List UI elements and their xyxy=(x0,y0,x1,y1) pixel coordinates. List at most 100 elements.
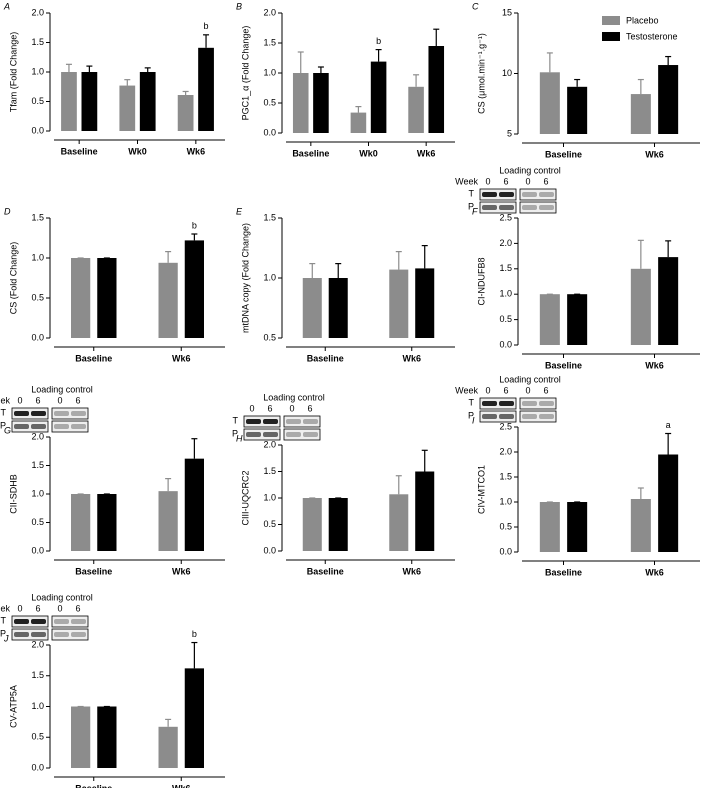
blot-row-label: T xyxy=(1,407,7,417)
x-tick-label: Baseline xyxy=(61,146,98,156)
legend-swatch xyxy=(602,32,620,41)
blot-box xyxy=(51,420,89,433)
y-tick-label: 0.5 xyxy=(499,521,512,531)
x-tick-label: Wk6 xyxy=(645,567,664,577)
x-tick-label: Wk6 xyxy=(645,149,664,159)
x-tick-label: Wk6 xyxy=(172,566,191,576)
blot-header: Loading control xyxy=(499,165,561,175)
y-tick-label: 1.0 xyxy=(263,492,276,502)
bar xyxy=(415,268,435,338)
blot-band xyxy=(71,411,86,416)
blot-band xyxy=(71,619,86,624)
y-axis-label: Tfam (Fold Change) xyxy=(8,32,18,113)
y-tick-label: 1.5 xyxy=(31,460,44,470)
bar xyxy=(567,294,588,345)
y-tick-label: 1.0 xyxy=(499,289,512,299)
panel-letter: H xyxy=(236,433,243,443)
blot-band xyxy=(71,632,86,637)
x-tick-label: Wk6 xyxy=(645,360,664,370)
x-tick-label: Wk6 xyxy=(417,148,436,158)
bar xyxy=(292,73,309,133)
y-tick-label: 0.5 xyxy=(31,732,44,742)
x-tick-label: Wk6 xyxy=(187,146,206,156)
y-axis-label: CI-NDUFB8 xyxy=(476,257,486,305)
bar xyxy=(184,668,204,768)
blot-header: Loading control xyxy=(31,592,93,602)
blot-box xyxy=(11,628,49,641)
y-axis-label: PGC1_α (Fold Change) xyxy=(240,26,250,121)
annotation: a xyxy=(666,420,671,430)
panel-letter: D xyxy=(4,206,11,216)
y-tick-label: 0.0 xyxy=(31,762,44,772)
bar xyxy=(389,494,409,551)
bar xyxy=(302,498,322,551)
blot-week-label: Week xyxy=(455,176,478,186)
y-axis-label: mtDNA copy (Fold Change) xyxy=(240,223,250,333)
bar xyxy=(97,258,117,338)
y-tick-label: 0.0 xyxy=(263,545,276,555)
blot-band xyxy=(14,424,29,429)
bar xyxy=(630,94,651,134)
blot-band xyxy=(14,619,29,624)
y-tick-label: 0.5 xyxy=(31,292,44,302)
blot-box xyxy=(519,201,557,214)
y-tick-label: 0.5 xyxy=(263,332,276,342)
bar xyxy=(97,706,117,768)
bar xyxy=(97,494,117,551)
bar xyxy=(428,46,445,133)
blot-band xyxy=(31,619,46,624)
blot-box xyxy=(519,397,557,410)
bar xyxy=(630,499,651,552)
y-tick-label: 1.0 xyxy=(31,488,44,498)
y-tick-label: 0.5 xyxy=(263,519,276,529)
bar xyxy=(184,458,204,551)
x-tick-label: Baseline xyxy=(545,149,582,159)
blot-band xyxy=(263,419,278,424)
y-tick-label: 5 xyxy=(507,128,512,138)
blot-band xyxy=(54,632,69,637)
panel-letter: I xyxy=(472,415,475,425)
annotation: b xyxy=(204,21,209,31)
y-tick-label: 1.5 xyxy=(263,37,276,47)
y-axis-label: CII-SDHB xyxy=(8,474,18,514)
bar xyxy=(158,726,178,768)
y-tick-label: 1.0 xyxy=(499,496,512,506)
legend-label: Testosterone xyxy=(626,31,678,41)
blot-band xyxy=(303,419,318,424)
blot-band xyxy=(482,192,497,197)
blot-row-label: T xyxy=(469,188,475,198)
blot-week: 6 xyxy=(75,603,80,613)
blot-week: 0 xyxy=(485,176,490,186)
bar xyxy=(313,73,329,133)
blot-week: 6 xyxy=(503,176,508,186)
blot-band xyxy=(499,205,514,210)
blot-band xyxy=(71,424,86,429)
y-tick-label: 2.0 xyxy=(31,7,44,17)
y-tick-label: 0.5 xyxy=(263,97,276,107)
blot-band xyxy=(499,192,514,197)
panel-letter: G xyxy=(4,425,11,435)
blot-week-label: Week xyxy=(455,385,478,395)
y-tick-label: 0.0 xyxy=(263,127,276,137)
bar xyxy=(350,112,367,133)
y-tick-label: 1.0 xyxy=(31,66,44,76)
y-tick-label: 1.0 xyxy=(31,252,44,262)
blot-band xyxy=(54,424,69,429)
blot-box xyxy=(11,407,49,420)
annotation: b xyxy=(192,220,197,230)
bar xyxy=(71,706,91,768)
blot-band xyxy=(286,432,301,437)
blot-box xyxy=(519,188,557,201)
x-tick-label: Baseline xyxy=(75,353,112,363)
y-tick-label: 2.0 xyxy=(263,439,276,449)
x-tick-label: Baseline xyxy=(545,360,582,370)
y-tick-label: 15 xyxy=(502,7,512,17)
bar xyxy=(61,72,77,131)
blot-band xyxy=(482,205,497,210)
blot-week: 0 xyxy=(57,603,62,613)
x-tick-label: Wk6 xyxy=(402,566,421,576)
blot-box xyxy=(479,397,517,410)
blot-week: 0 xyxy=(289,403,294,413)
blot-band xyxy=(499,414,514,419)
